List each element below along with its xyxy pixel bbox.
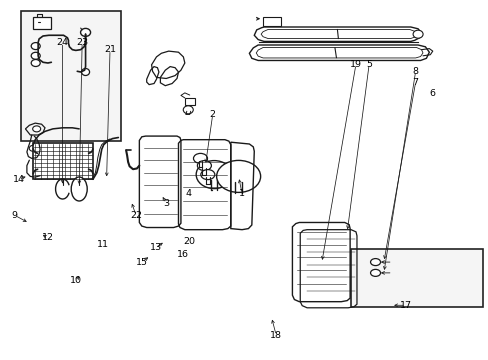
Text: 7: 7: [412, 77, 418, 86]
Ellipse shape: [29, 145, 37, 151]
Text: 23: 23: [76, 38, 88, 47]
Bar: [350, 249, 482, 307]
Ellipse shape: [370, 269, 380, 276]
Bar: [263, 17, 281, 26]
Text: 5: 5: [366, 59, 371, 68]
Text: 12: 12: [42, 233, 54, 242]
Text: 9: 9: [12, 211, 18, 220]
Text: 3: 3: [163, 199, 169, 208]
Text: 19: 19: [349, 59, 361, 68]
Ellipse shape: [193, 153, 207, 163]
Text: 20: 20: [183, 238, 195, 247]
Text: 24: 24: [57, 38, 68, 47]
Ellipse shape: [370, 258, 380, 266]
Text: 11: 11: [97, 240, 108, 249]
Text: 6: 6: [429, 89, 435, 98]
Ellipse shape: [201, 170, 214, 180]
Text: 18: 18: [270, 331, 282, 340]
Text: 2: 2: [209, 110, 215, 119]
Bar: [20, 11, 121, 141]
Ellipse shape: [33, 126, 41, 132]
Ellipse shape: [31, 59, 40, 67]
Text: 22: 22: [130, 211, 142, 220]
Text: 14: 14: [13, 175, 24, 184]
Text: 4: 4: [185, 189, 191, 198]
Ellipse shape: [81, 68, 89, 76]
Bar: [33, 143, 93, 179]
Text: 13: 13: [149, 243, 161, 252]
Bar: [33, 17, 51, 29]
Text: 17: 17: [399, 301, 411, 310]
Text: 8: 8: [412, 67, 418, 76]
Text: 16: 16: [177, 251, 189, 259]
Ellipse shape: [183, 106, 193, 114]
Bar: [184, 98, 194, 105]
Ellipse shape: [71, 177, 87, 201]
Ellipse shape: [216, 161, 260, 192]
Ellipse shape: [31, 42, 40, 50]
Text: 15: 15: [136, 258, 147, 266]
Text: 10: 10: [70, 276, 81, 285]
Text: 21: 21: [104, 45, 116, 54]
Ellipse shape: [197, 161, 211, 171]
Ellipse shape: [81, 28, 90, 36]
Ellipse shape: [31, 52, 40, 59]
Ellipse shape: [412, 30, 422, 38]
Ellipse shape: [196, 161, 232, 189]
Text: 1: 1: [239, 189, 244, 198]
